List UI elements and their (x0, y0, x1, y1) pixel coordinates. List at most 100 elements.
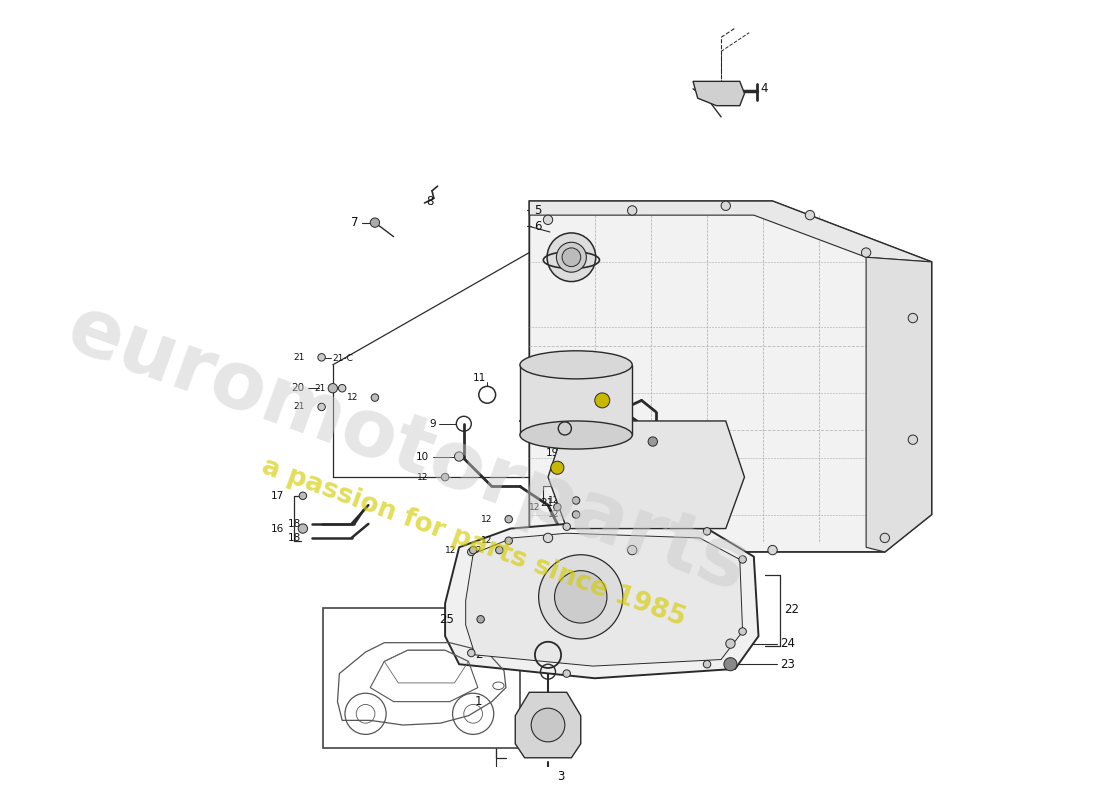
Circle shape (441, 474, 449, 481)
Circle shape (739, 628, 746, 635)
Circle shape (595, 393, 609, 408)
Circle shape (496, 546, 503, 554)
Text: 21-C: 21-C (333, 354, 354, 362)
Circle shape (470, 546, 477, 554)
Text: 13: 13 (549, 409, 562, 418)
Circle shape (371, 218, 380, 227)
Circle shape (531, 708, 564, 742)
Text: 8: 8 (427, 194, 433, 208)
Circle shape (328, 383, 338, 393)
Circle shape (572, 497, 580, 504)
Circle shape (563, 523, 571, 530)
Circle shape (648, 437, 658, 446)
Circle shape (468, 650, 475, 657)
Text: 16: 16 (271, 523, 284, 534)
Text: 21: 21 (294, 402, 305, 411)
Text: 12: 12 (346, 393, 359, 402)
Circle shape (553, 503, 561, 510)
Text: 5: 5 (534, 204, 541, 217)
Polygon shape (529, 201, 932, 552)
Circle shape (703, 528, 711, 535)
Text: 15: 15 (679, 437, 692, 446)
Text: 6: 6 (534, 220, 541, 233)
Text: 12: 12 (417, 473, 428, 482)
Text: 9: 9 (429, 418, 436, 429)
Text: 23: 23 (780, 658, 795, 670)
Text: 21: 21 (314, 384, 326, 393)
Circle shape (805, 210, 815, 220)
Text: 24: 24 (780, 637, 795, 650)
Circle shape (371, 394, 378, 402)
Circle shape (298, 524, 308, 534)
Text: 12: 12 (529, 502, 540, 511)
Bar (323, 608, 520, 749)
Circle shape (739, 556, 746, 563)
Circle shape (703, 661, 711, 668)
Circle shape (572, 510, 580, 518)
Text: 12: 12 (548, 510, 559, 519)
Text: 18: 18 (288, 519, 301, 529)
Circle shape (563, 670, 571, 678)
Circle shape (468, 548, 475, 556)
Text: 20: 20 (292, 383, 305, 394)
Circle shape (543, 534, 552, 542)
Text: 12: 12 (548, 496, 559, 505)
Circle shape (318, 354, 326, 361)
Ellipse shape (520, 421, 632, 449)
Text: 19: 19 (546, 448, 559, 458)
Text: 12: 12 (444, 546, 456, 554)
Circle shape (880, 534, 890, 542)
Text: 25: 25 (440, 613, 454, 626)
Text: 12: 12 (471, 546, 483, 554)
Text: 1: 1 (475, 695, 483, 708)
Circle shape (627, 546, 637, 554)
Text: 21: 21 (540, 498, 553, 508)
Ellipse shape (547, 233, 596, 282)
Polygon shape (529, 201, 932, 262)
Polygon shape (515, 692, 581, 758)
Text: 12: 12 (481, 514, 492, 524)
Circle shape (299, 492, 307, 499)
Text: 17: 17 (271, 491, 284, 501)
Text: 10: 10 (416, 451, 429, 462)
Polygon shape (446, 524, 759, 678)
Circle shape (724, 658, 737, 670)
Circle shape (909, 435, 917, 444)
Text: 14: 14 (606, 381, 619, 390)
Text: 7: 7 (351, 216, 359, 229)
Text: 21: 21 (294, 353, 305, 362)
Text: 11: 11 (473, 373, 486, 383)
Circle shape (543, 215, 552, 225)
Text: 12: 12 (481, 536, 492, 546)
Bar (520, 365, 632, 435)
Circle shape (554, 570, 607, 623)
Circle shape (909, 314, 917, 322)
Circle shape (339, 385, 345, 392)
Text: 3: 3 (558, 770, 564, 783)
Text: 22: 22 (784, 603, 799, 617)
Text: 2: 2 (475, 648, 483, 662)
Circle shape (318, 403, 326, 410)
Text: 4: 4 (760, 82, 768, 95)
Circle shape (551, 461, 564, 474)
Circle shape (505, 515, 513, 523)
Circle shape (768, 546, 778, 554)
Polygon shape (693, 82, 745, 106)
Circle shape (477, 615, 484, 623)
Ellipse shape (557, 242, 586, 272)
Polygon shape (866, 258, 932, 552)
Text: a passion for parts since 1985: a passion for parts since 1985 (257, 454, 689, 632)
Circle shape (627, 206, 637, 215)
Ellipse shape (520, 350, 632, 379)
Circle shape (861, 248, 871, 258)
Polygon shape (465, 534, 742, 666)
Circle shape (543, 772, 552, 781)
Circle shape (539, 554, 623, 639)
Circle shape (454, 452, 464, 461)
Circle shape (722, 201, 730, 210)
Circle shape (505, 537, 513, 545)
Circle shape (562, 248, 581, 266)
Text: 18: 18 (288, 533, 301, 543)
Text: euromotorparts: euromotorparts (57, 290, 759, 609)
Circle shape (726, 639, 735, 648)
